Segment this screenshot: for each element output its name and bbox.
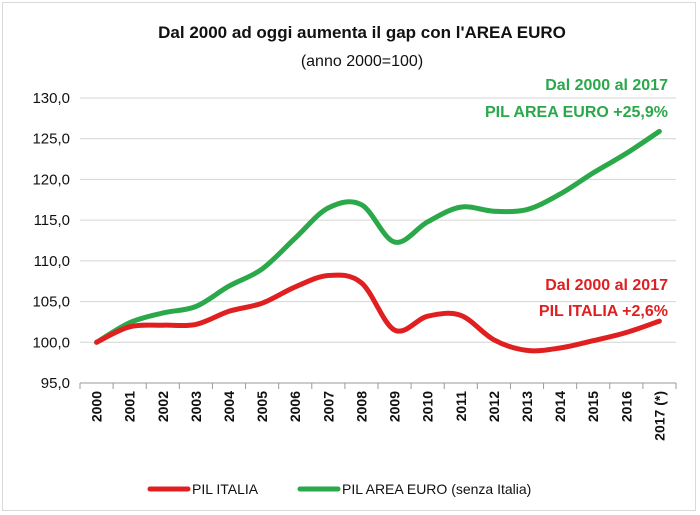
- y-tick-label: 115,0: [34, 212, 70, 229]
- x-tick-label: 2010: [420, 391, 436, 422]
- y-tick-label: 130,0: [32, 90, 70, 107]
- legend-label-italia: PIL ITALIA: [192, 481, 259, 497]
- y-axis-ticks: 95,0 100,0 105,0 110,0 115,0 120,0 125,0 130,0: [32, 90, 70, 392]
- series-line-pil-area-euro: [94, 128, 662, 345]
- x-tick-label: 2009: [387, 391, 403, 422]
- x-tick-label: 2002: [155, 391, 171, 422]
- legend: PIL ITALIA PIL AREA EURO (senza Italia): [147, 481, 531, 497]
- y-tick-label: 95,0: [41, 375, 70, 392]
- y-tick-label: 110,0: [34, 253, 70, 270]
- y-tick-label: 125,0: [32, 131, 70, 148]
- x-tick-label: 2003: [188, 391, 204, 422]
- annotation-italy-line2: PIL ITALIA +2,6%: [539, 303, 668, 320]
- x-tick-label: 2006: [287, 391, 303, 422]
- x-tick-label: 2013: [519, 391, 535, 422]
- x-tick-label: 2001: [122, 391, 138, 422]
- chart-title: Dal 2000 ad oggi aumenta il gap con l'AR…: [158, 23, 566, 42]
- chart-subtitle: (anno 2000=100): [301, 53, 423, 70]
- series-lines: [94, 128, 662, 354]
- x-tick-label: 2014: [552, 391, 568, 422]
- y-tick-label: 100,0: [32, 334, 70, 351]
- annotation-euro-line2: PIL AREA EURO +25,9%: [485, 104, 668, 121]
- x-tick-label: 2015: [585, 391, 601, 422]
- x-tick-label: 2017 (*): [651, 391, 667, 441]
- x-tick-label: 2005: [254, 391, 270, 422]
- y-tick-label: 105,0: [32, 294, 70, 311]
- legend-label-euro: PIL AREA EURO (senza Italia): [342, 481, 531, 497]
- annotation-italy-line1: Dal 2000 al 2017: [545, 277, 668, 294]
- x-tick-label: 2011: [453, 391, 469, 422]
- x-tick-label: 2008: [353, 391, 369, 422]
- annotation-euro-line1: Dal 2000 al 2017: [545, 77, 668, 94]
- x-tick-label: 2000: [89, 391, 105, 422]
- y-tick-label: 120,0: [32, 171, 70, 188]
- x-tick-label: 2016: [618, 391, 634, 422]
- x-tick-label: 2007: [320, 391, 336, 422]
- chart-frame: [2, 2, 696, 511]
- x-tick-label: 2004: [221, 391, 237, 422]
- x-axis: 2000 2001 2002 2003 2004 2005 2006 2007 2008 2009…: [79, 382, 677, 441]
- x-tick-label: 2012: [486, 391, 502, 422]
- series-line-pil-italia: [94, 272, 662, 354]
